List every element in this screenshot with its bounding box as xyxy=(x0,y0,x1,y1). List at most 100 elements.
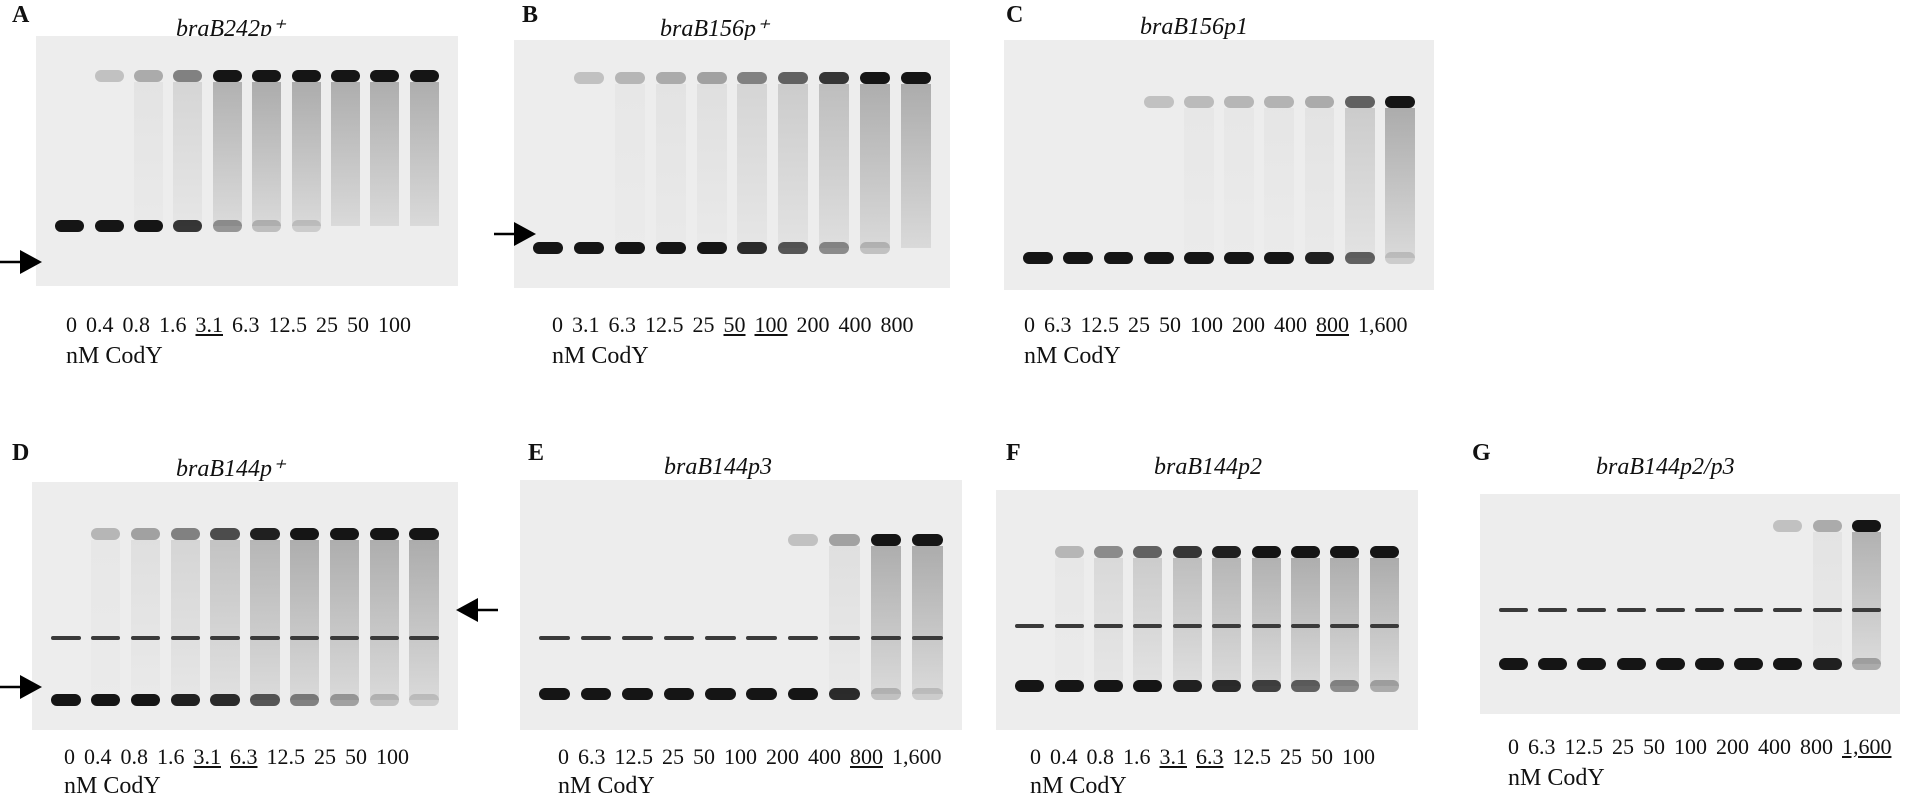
lane-smear xyxy=(911,546,943,694)
concentration-unit: nM CodY xyxy=(1024,343,1121,369)
lane-smear xyxy=(1093,558,1124,686)
free-probe-band xyxy=(1172,680,1202,692)
gel-lane xyxy=(1655,494,1685,714)
panel-title: braB144p⁺ xyxy=(176,456,285,482)
lane-label: 100 xyxy=(1674,734,1707,759)
panel-letter: D xyxy=(12,440,30,466)
free-probe-band xyxy=(51,694,81,706)
lane-label: 50 xyxy=(693,744,715,769)
free-probe-band xyxy=(539,688,570,700)
free-probe-band xyxy=(1734,658,1764,670)
lane-label: 12.5 xyxy=(268,312,308,337)
free-probe-band xyxy=(1023,252,1053,264)
gel-lane xyxy=(778,40,809,288)
shifted-band xyxy=(370,70,400,82)
free-probe-band xyxy=(1290,680,1321,692)
panel-title: braB144p2/p3 xyxy=(1596,454,1735,480)
free-probe-band xyxy=(55,220,85,232)
lane-label: 0.4 xyxy=(84,744,112,769)
shifted-band xyxy=(1054,546,1084,558)
gel-lane xyxy=(94,36,124,286)
lane-label: 6.3 xyxy=(1196,744,1224,769)
lane-label: 800 xyxy=(850,744,883,769)
panel-title: braB144p2 xyxy=(1154,454,1262,480)
gel-lane xyxy=(1344,40,1375,290)
free-probe-band xyxy=(1054,680,1084,692)
nonspecific-band xyxy=(1734,608,1764,612)
lane-smear xyxy=(859,84,890,248)
nonspecific-band xyxy=(1172,624,1202,628)
gel-lane xyxy=(1015,490,1045,730)
free-probe-band xyxy=(1655,658,1685,670)
free-probe-band xyxy=(1304,252,1335,264)
free-probe-band xyxy=(704,688,736,700)
concentration-unit: nM CodY xyxy=(552,343,649,369)
nonspecific-band xyxy=(1015,624,1045,628)
free-probe-band xyxy=(1695,658,1725,670)
free-probe-band xyxy=(1851,658,1881,670)
gel-image xyxy=(32,482,458,730)
free-probe-band xyxy=(1577,658,1607,670)
nonspecific-band xyxy=(1251,624,1281,628)
shifted-band xyxy=(829,534,860,546)
lane-smear xyxy=(173,82,203,226)
lane-smear xyxy=(1304,108,1335,258)
shifted-band xyxy=(1344,96,1375,108)
nonspecific-band xyxy=(663,636,695,640)
shifted-band xyxy=(1184,96,1214,108)
shifted-band xyxy=(1212,546,1242,558)
lane-label: 1.6 xyxy=(1123,744,1151,769)
lane-label: 12.5 xyxy=(266,744,306,769)
free-probe-band xyxy=(1616,658,1646,670)
lane-label: 100 xyxy=(1190,312,1223,337)
concentration-unit: nM CodY xyxy=(66,343,163,369)
free-probe-band xyxy=(170,694,200,706)
concentration-unit: nM CodY xyxy=(64,773,161,799)
free-probe-band xyxy=(250,694,280,706)
lane-smear xyxy=(1812,532,1842,664)
lane-label: 6.3 xyxy=(232,312,260,337)
lane-label: 3.1 xyxy=(1159,744,1188,769)
gel-lane xyxy=(1290,490,1321,730)
lane-label: 0 xyxy=(1508,734,1519,759)
gel-lane xyxy=(574,40,605,288)
free-probe-band xyxy=(130,694,161,706)
free-probe-band xyxy=(1385,252,1415,264)
nonspecific-band xyxy=(1290,624,1321,628)
free-probe-band xyxy=(787,688,819,700)
free-probe-band xyxy=(1063,252,1094,264)
free-probe-band xyxy=(1499,658,1529,670)
gel-lane xyxy=(614,40,646,288)
gel-lane xyxy=(51,482,81,730)
free-probe-band xyxy=(369,694,399,706)
nonspecific-band xyxy=(369,636,399,640)
shifted-band xyxy=(1133,546,1163,558)
lane-smear xyxy=(1184,108,1214,258)
lane-label: 50 xyxy=(1643,734,1665,759)
lane-smear xyxy=(1251,558,1281,686)
free-probe-band xyxy=(1773,658,1803,670)
free-probe-band xyxy=(289,694,320,706)
lane-label: 12.5 xyxy=(1564,734,1604,759)
shifted-band xyxy=(409,528,439,540)
shifted-band xyxy=(291,70,321,82)
shifted-band xyxy=(778,72,809,84)
gel-lane xyxy=(1264,40,1295,290)
lane-smear xyxy=(1851,532,1881,664)
free-probe-band xyxy=(829,688,860,700)
lane-label: 3.1 xyxy=(193,744,222,769)
nonspecific-band xyxy=(704,636,736,640)
lane-label: 25 xyxy=(314,744,336,769)
lane-label: 0.4 xyxy=(1050,744,1078,769)
lane-smear xyxy=(212,82,242,226)
nonspecific-band xyxy=(1330,624,1360,628)
nonspecific-band xyxy=(1773,608,1803,612)
lane-smear xyxy=(133,82,164,226)
lane-smear xyxy=(250,540,280,700)
lane-smear xyxy=(1133,558,1163,686)
shifted-band xyxy=(173,70,203,82)
lane-smear xyxy=(778,84,809,248)
lane-label: 12.5 xyxy=(645,312,684,337)
free-probe-band xyxy=(1212,680,1242,692)
gel-lane xyxy=(1385,40,1415,290)
